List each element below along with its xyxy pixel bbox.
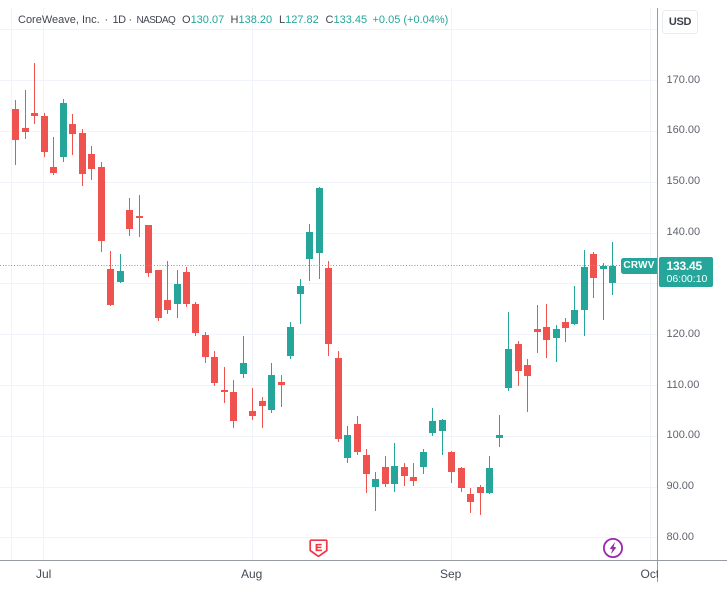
svg-text:E: E bbox=[315, 542, 322, 554]
